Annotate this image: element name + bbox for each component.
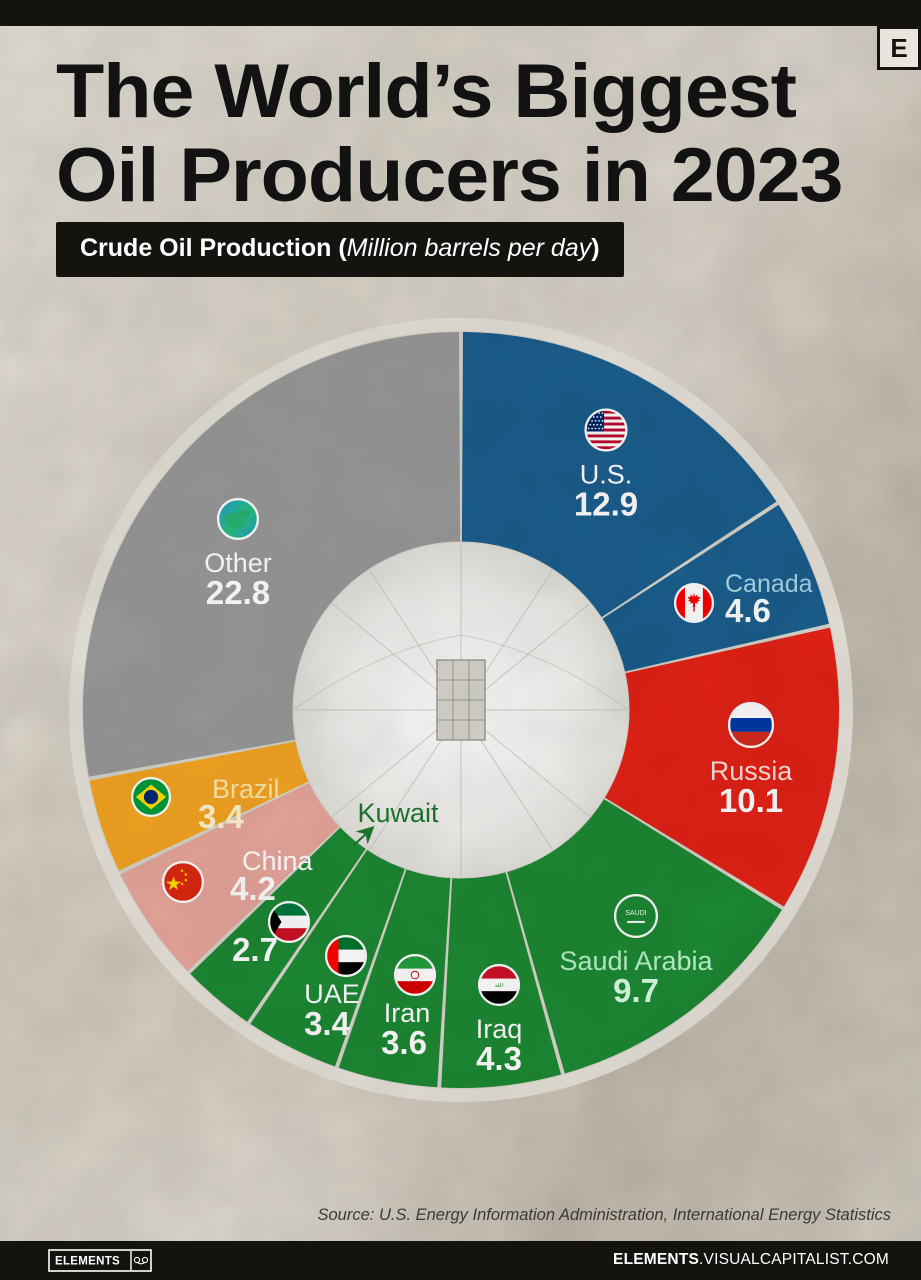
svg-text:ELEMENTS: ELEMENTS — [55, 1256, 120, 1268]
